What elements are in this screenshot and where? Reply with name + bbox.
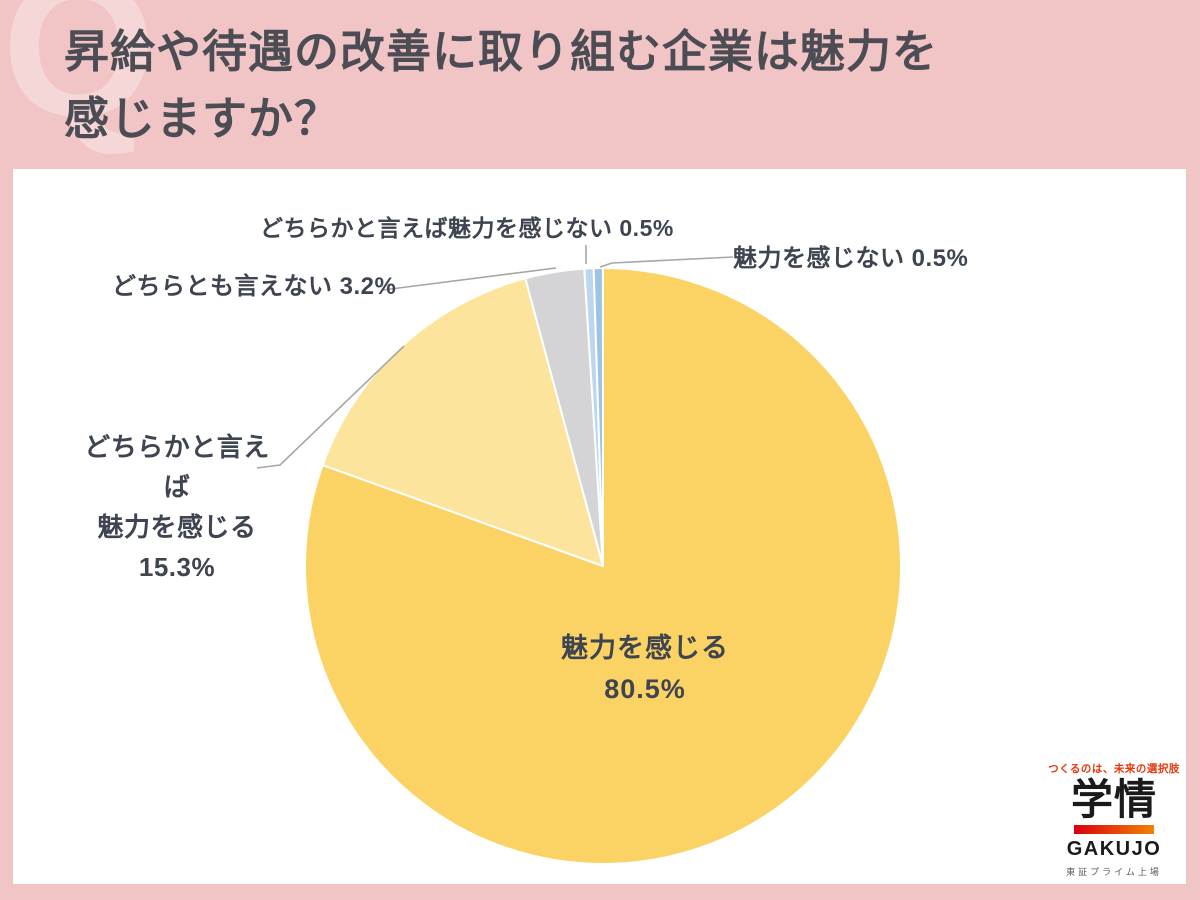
- title-line-2: 感じますか？: [64, 93, 341, 144]
- logo-tagline: つくるのは、未来の選択肢: [1048, 762, 1180, 775]
- gakujo-logo: つくるのは、未来の選択肢 学情 GAKUJO 東証プライム上場: [1048, 760, 1180, 878]
- inside-label-text: 魅力を感じる: [561, 633, 729, 663]
- pie-chart: [304, 267, 902, 865]
- callout-label-rather-attracted: どちらかと言えば 魅力を感じる 15.3%: [72, 427, 282, 587]
- logo-name: GAKUJO: [1066, 838, 1162, 860]
- callout-rather-attracted-line-2: 魅力を感じる: [97, 512, 257, 542]
- pie-slice-4: [592, 267, 604, 567]
- logo-kanji: 学情: [1070, 775, 1157, 823]
- title-line-1: 昇給や待遇の改善に取り組む企業は魅力を: [64, 26, 939, 77]
- callout-rather-attracted-line-1: どちらかと言えば: [84, 432, 270, 502]
- q-watermark: Q: [2, 0, 157, 157]
- callout-label-rather-not-attracted: どちらかと言えば魅力を感じない 0.5%: [260, 215, 674, 241]
- logo-gradient-bar: [1074, 825, 1154, 834]
- pie-slice-0: [304, 267, 902, 865]
- pie-inside-label-attracted: 魅力を感じる 80.5%: [495, 628, 795, 710]
- logo-listing: 東証プライム上場: [1066, 867, 1162, 877]
- callout-label-neither: どちらとも言えない 3.2%: [112, 273, 397, 300]
- page-title: 昇給や待遇の改善に取り組む企業は魅力を 感じますか？: [64, 18, 938, 152]
- callout-label-not-attracted: 魅力を感じない 0.5%: [733, 245, 969, 272]
- callout-rather-attracted-value: 15.3%: [138, 552, 216, 582]
- inside-label-value: 80.5%: [604, 674, 686, 704]
